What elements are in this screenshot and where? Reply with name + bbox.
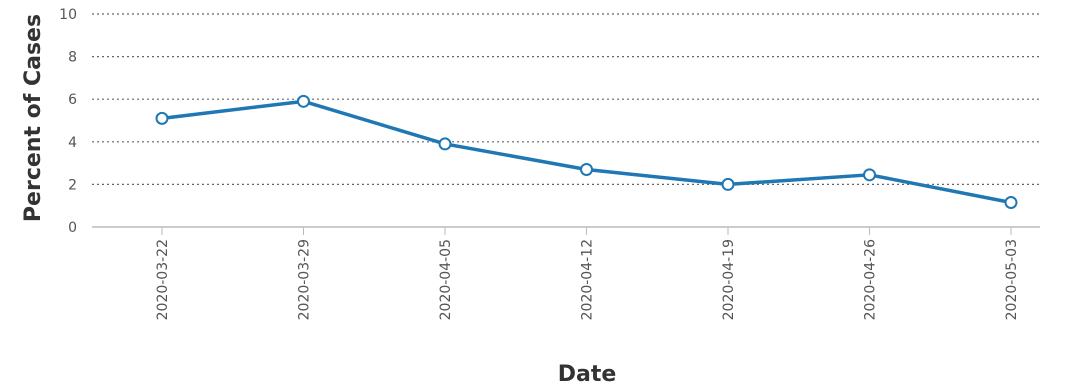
grid-lines: [92, 13, 1040, 185]
x-tick-label: 2020-05-03: [1004, 239, 1020, 320]
data-point[interactable]: [580, 162, 593, 176]
y-tick-label: 10: [59, 7, 77, 23]
data-point[interactable]: [721, 177, 735, 191]
x-tick-label: 2020-04-26: [863, 239, 879, 320]
x-tick-label: 2020-04-12: [580, 239, 596, 320]
y-tick-label: 8: [68, 50, 77, 66]
series-layer: [155, 94, 1018, 210]
data-point[interactable]: [155, 111, 169, 125]
y-tick-labels: 0 2 4 6 8 10: [59, 7, 77, 236]
series-line: [160, 99, 1013, 205]
data-point[interactable]: [1004, 196, 1018, 210]
x-tick-label: 2020-04-05: [438, 239, 454, 320]
y-tick-label: 4: [68, 135, 77, 151]
data-point[interactable]: [863, 168, 876, 182]
x-tick-label: 2020-03-29: [297, 239, 313, 320]
data-point[interactable]: [438, 137, 452, 151]
x-tick-label: 2020-03-22: [155, 239, 171, 320]
data-point[interactable]: [297, 94, 310, 108]
y-tick-label: 0: [68, 220, 77, 236]
y-tick-label: 2: [68, 177, 77, 193]
y-tick-label: 6: [68, 92, 77, 108]
x-tick-labels: 2020-03-22 2020-03-29 2020-04-05 2020-04-12…: [155, 227, 1020, 320]
x-tick-label: 2020-04-19: [721, 239, 737, 320]
x-axis-title: Date: [558, 362, 617, 387]
y-axis-title: Percent of Cases: [21, 14, 46, 222]
